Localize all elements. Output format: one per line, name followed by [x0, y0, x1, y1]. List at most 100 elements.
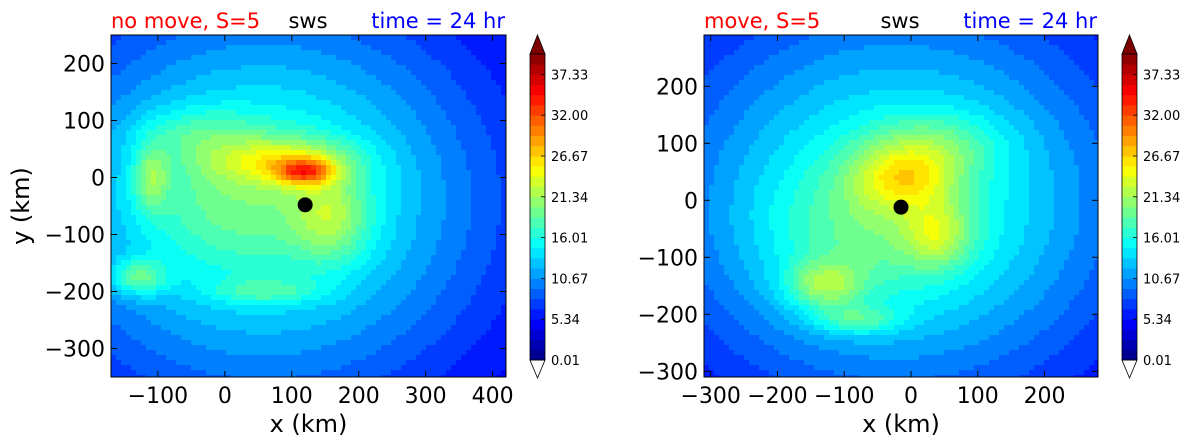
heatmap-cell [441, 215, 447, 221]
heatmap-cell [441, 85, 447, 91]
heatmap-cell [416, 340, 422, 346]
heatmap-cell [136, 340, 142, 346]
heatmap-cell [301, 325, 307, 331]
heatmap-cell [181, 250, 187, 256]
heatmap-cell [131, 160, 137, 166]
heatmap-cell [441, 190, 447, 196]
heatmap-cell [376, 85, 382, 91]
heatmap-cell [436, 180, 442, 186]
heatmap-cell [376, 255, 382, 261]
heatmap-cell [131, 255, 137, 261]
heatmap-cell [326, 280, 332, 286]
heatmap-cell [236, 370, 242, 376]
heatmap-cell [376, 370, 382, 376]
heatmap-cell [406, 290, 412, 296]
heatmap-cell [296, 70, 302, 76]
heatmap-cell [311, 85, 317, 91]
heatmap-cell [251, 220, 257, 226]
heatmap-cell [256, 215, 262, 221]
heatmap-cell [321, 215, 327, 221]
heatmap-cell [166, 290, 172, 296]
heatmap-cell [176, 50, 182, 56]
heatmap-cell [226, 120, 232, 126]
heatmap-cell [396, 195, 402, 201]
heatmap-cell [306, 90, 312, 96]
heatmap-cell [331, 305, 337, 311]
heatmap-cell [316, 175, 322, 181]
heatmap-cell [326, 195, 332, 201]
heatmap-cell [426, 365, 432, 371]
heatmap-cell [381, 90, 387, 96]
heatmap-cell [256, 350, 262, 356]
heatmap-cell [206, 210, 212, 216]
heatmap-cell [266, 110, 272, 116]
heatmap-cell [121, 290, 127, 296]
heatmap-cell [441, 40, 447, 46]
heatmap-cell [136, 255, 142, 261]
heatmap-cell [261, 130, 267, 136]
heatmap-cell [221, 220, 227, 226]
heatmap-cell [441, 55, 447, 61]
heatmap-cell [431, 65, 437, 71]
heatmap-cell [291, 95, 297, 101]
heatmap-cell [256, 85, 262, 91]
heatmap-cell [336, 215, 342, 221]
heatmap-cell [296, 280, 302, 286]
heatmap-cell [326, 205, 332, 211]
heatmap-cell [211, 120, 217, 126]
heatmap-cell [296, 320, 302, 326]
heatmap-cell [311, 265, 317, 271]
heatmap-cell [371, 205, 377, 211]
heatmap-cell [136, 210, 142, 216]
heatmap-cell [116, 60, 122, 66]
heatmap-cell [351, 100, 357, 106]
heatmap-cell [231, 105, 237, 111]
heatmap-cell [216, 165, 222, 171]
heatmap-cell [436, 335, 442, 341]
heatmap-cell [311, 95, 317, 101]
heatmap-cell [176, 255, 182, 261]
heatmap-cell [231, 45, 237, 51]
heatmap-cell [136, 240, 142, 246]
heatmap-cell [251, 70, 257, 76]
heatmap-cell [176, 85, 182, 91]
heatmap-cell [171, 280, 177, 286]
heatmap-cell [271, 310, 277, 316]
heatmap-cell [241, 60, 247, 66]
heatmap-cell [206, 270, 212, 276]
heatmap-cell [266, 305, 272, 311]
heatmap-cell [326, 270, 332, 276]
heatmap-cell [236, 360, 242, 366]
heatmap-cell [386, 210, 392, 216]
heatmap-cell [406, 190, 412, 196]
heatmap-cell [236, 95, 242, 101]
heatmap-cell [326, 95, 332, 101]
heatmap-cell [256, 245, 262, 251]
heatmap-cell [326, 240, 332, 246]
heatmap-cell [121, 265, 127, 271]
heatmap-cell [396, 70, 402, 76]
heatmap-cell [186, 115, 192, 121]
heatmap-cell [341, 105, 347, 111]
heatmap-cell [226, 210, 232, 216]
heatmap-cell [416, 155, 422, 161]
heatmap-cell [261, 270, 267, 276]
heatmap-cell [116, 375, 122, 377]
heatmap-cell [111, 190, 117, 196]
heatmap-cell [136, 315, 142, 321]
heatmap-cell [436, 290, 442, 296]
heatmap-cell [341, 340, 347, 346]
heatmap-cell [126, 45, 132, 51]
heatmap-cell [176, 90, 182, 96]
heatmap-cell [251, 35, 257, 41]
heatmap-cell [456, 340, 462, 346]
heatmap-cell [456, 335, 462, 341]
heatmap-cell [161, 195, 167, 201]
heatmap-cell [451, 330, 457, 336]
heatmap-cell [321, 355, 327, 361]
heatmap-cell [426, 90, 432, 96]
heatmap-cell [236, 170, 242, 176]
heatmap-cell [316, 200, 322, 206]
heatmap-cell [266, 40, 272, 46]
heatmap-cell [186, 215, 192, 221]
